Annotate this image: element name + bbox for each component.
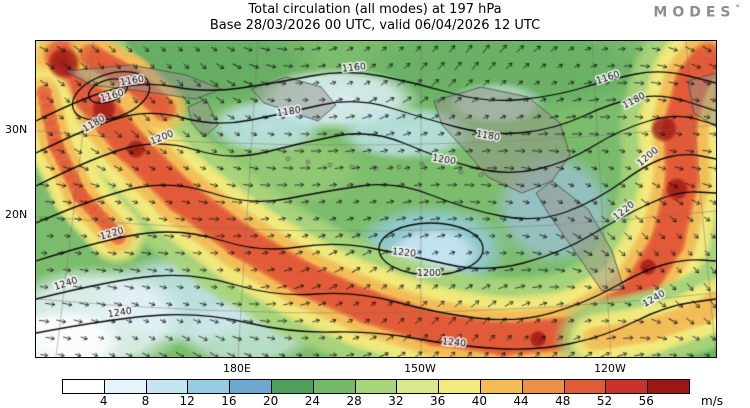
colorbar-tick: 40	[471, 394, 487, 408]
colorbar-segment	[480, 380, 523, 393]
lat-tick-label: 20N	[5, 208, 28, 221]
colorbar-segment	[230, 380, 272, 393]
colorbar-segment	[522, 380, 565, 393]
lat-tick-label: 30N	[5, 123, 28, 136]
colorbar-tick: 12	[179, 394, 195, 408]
colorbar-tick: 48	[555, 394, 571, 408]
colorbar-tick: 44	[513, 394, 529, 408]
weather-map-canvas	[35, 40, 717, 358]
colorbar-tick: 36	[429, 394, 446, 408]
colorbar	[62, 379, 690, 394]
colorbar-segment	[104, 380, 147, 393]
colorbar-segment	[63, 380, 105, 393]
colorbar-tick: 20	[263, 394, 279, 408]
chart-title: Total circulation (all modes) at 197 hPa	[248, 2, 502, 17]
colorbar-unit-label: m/s	[701, 394, 723, 408]
lon-tick-label: 120W	[594, 362, 626, 375]
colorbar-segment	[271, 380, 314, 393]
colorbar-segment	[439, 380, 481, 393]
colorbar-tick: 52	[596, 394, 613, 408]
modes-logo: MODES°	[653, 4, 740, 21]
colorbar-tick: 4	[99, 394, 108, 408]
colorbar-tick: 32	[388, 394, 404, 408]
colorbar-tick: 28	[346, 394, 362, 408]
modes-logo-mark: °	[735, 4, 741, 14]
lon-tick-label: 150W	[404, 362, 436, 375]
colorbar-segment	[564, 380, 607, 393]
colorbar-tick: 56	[638, 394, 654, 408]
lon-tick-label: 180E	[223, 362, 251, 375]
chart-subtitle: Base 28/03/2026 00 UTC, valid 06/04/2026…	[209, 18, 541, 33]
colorbar-segment	[606, 380, 649, 393]
colorbar-segment	[648, 380, 689, 393]
chart-title-block: Total circulation (all modes) at 197 hPa…	[0, 2, 750, 34]
colorbar-segment	[146, 380, 189, 393]
colorbar-tick: 16	[221, 394, 237, 408]
colorbar-segment	[313, 380, 356, 393]
colorbar-tick: 24	[304, 394, 321, 408]
colorbar-tick: 8	[141, 394, 150, 408]
colorbar-segment	[355, 380, 398, 393]
colorbar-segment	[397, 380, 440, 393]
modes-logo-text: MODES	[653, 4, 736, 21]
colorbar-segment	[188, 380, 231, 393]
